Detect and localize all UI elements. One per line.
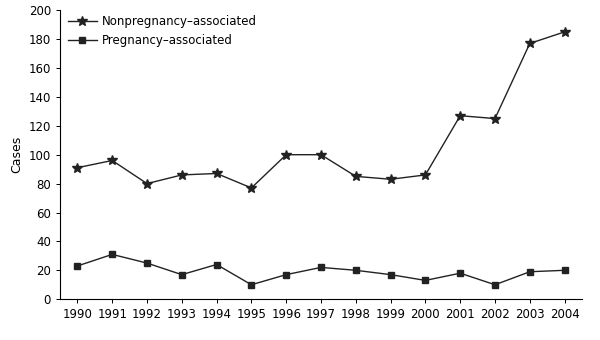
Nonpregnancy–associated <box>74 166 81 170</box>
Pregnancy–associated <box>143 261 151 265</box>
Pregnancy–associated <box>213 262 220 267</box>
Pregnancy–associated <box>283 273 290 277</box>
Legend: Nonpregnancy–associated, Pregnancy–associated: Nonpregnancy–associated, Pregnancy–assoc… <box>65 13 259 50</box>
Nonpregnancy–associated <box>178 173 185 177</box>
Nonpregnancy–associated <box>457 114 464 118</box>
Y-axis label: Cases: Cases <box>10 136 23 173</box>
Nonpregnancy–associated <box>109 158 116 163</box>
Pregnancy–associated <box>109 252 116 256</box>
Nonpregnancy–associated <box>248 186 255 190</box>
Nonpregnancy–associated <box>143 182 151 186</box>
Pregnancy–associated <box>561 268 568 272</box>
Pregnancy–associated <box>457 271 464 275</box>
Nonpregnancy–associated <box>387 177 394 181</box>
Line: Nonpregnancy–associated: Nonpregnancy–associated <box>73 27 569 193</box>
Nonpregnancy–associated <box>561 30 568 34</box>
Pregnancy–associated <box>74 264 81 268</box>
Pregnancy–associated <box>526 270 533 274</box>
Nonpregnancy–associated <box>352 174 359 179</box>
Pregnancy–associated <box>422 278 429 283</box>
Nonpregnancy–associated <box>526 41 533 46</box>
Nonpregnancy–associated <box>213 171 220 175</box>
Nonpregnancy–associated <box>283 153 290 157</box>
Nonpregnancy–associated <box>491 117 499 121</box>
Pregnancy–associated <box>178 273 185 277</box>
Nonpregnancy–associated <box>317 153 325 157</box>
Pregnancy–associated <box>248 283 255 287</box>
Nonpregnancy–associated <box>422 173 429 177</box>
Pregnancy–associated <box>491 283 499 287</box>
Pregnancy–associated <box>352 268 359 272</box>
Pregnancy–associated <box>317 265 325 269</box>
Pregnancy–associated <box>387 273 394 277</box>
Line: Pregnancy–associated: Pregnancy–associated <box>74 252 568 288</box>
